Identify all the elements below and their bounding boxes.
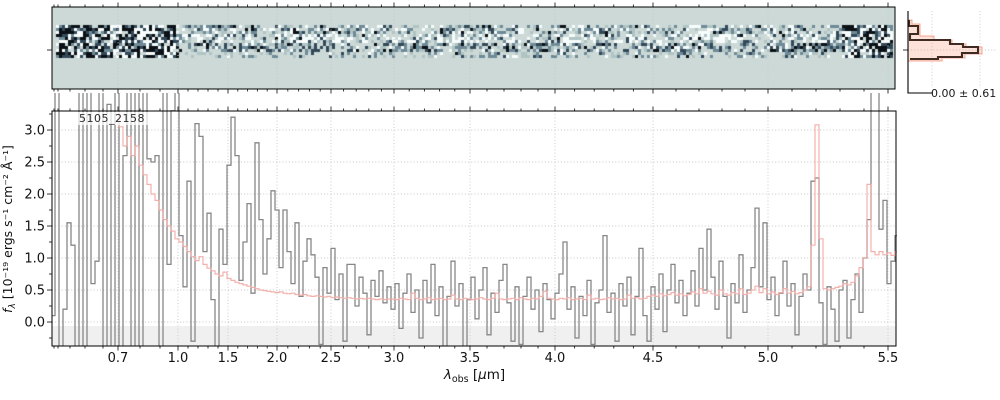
flux-series — [52, 93, 897, 346]
y-tick-label: 1.0 — [24, 252, 45, 267]
flux-step-line — [52, 93, 897, 346]
error-series — [114, 111, 897, 301]
x-tick-label: 3.0 — [384, 351, 405, 366]
gridlines — [52, 7, 996, 346]
lambda-subscript: obs — [451, 374, 469, 385]
y-tick-labels: 0.0 0.5 1.0 1.5 2.0 2.5 3.0 — [24, 124, 45, 331]
x-tick-label: 4.5 — [643, 351, 664, 366]
profile-line — [907, 20, 980, 61]
object-id-label: 5105_2158 — [76, 112, 148, 125]
profile-histogram — [907, 19, 983, 62]
x-axis-label: λobs [μm] — [443, 367, 506, 385]
y-tick-label: 0.5 — [24, 284, 45, 299]
panel-borders — [51, 6, 933, 347]
profile-stat-label: 0.00 ± 0.61 — [931, 87, 997, 100]
y-tick-label: 1.5 — [24, 220, 45, 235]
x-tick-label: 0.7 — [108, 351, 129, 366]
y-tick-label: 2.5 — [24, 156, 45, 171]
x-tick-label: 2.0 — [267, 351, 288, 366]
x-tick-label: 5.0 — [758, 351, 779, 366]
lambda-symbol: λ — [443, 367, 452, 383]
x-tick-label: 4.0 — [545, 351, 566, 366]
spectrum-2d-image — [52, 7, 895, 89]
error-step-line — [114, 111, 897, 301]
x-tick-label: 1.0 — [168, 351, 189, 366]
y-axis-label: fλ [10⁻¹⁹ ergs s⁻¹ cm⁻² Å⁻¹] — [0, 145, 18, 313]
y-tick-label: 3.0 — [24, 124, 45, 139]
x-tick-label: 5.5 — [878, 351, 899, 366]
x-tick-label: 3.5 — [460, 351, 481, 366]
negative-band — [52, 326, 896, 346]
x-tick-label: 2.5 — [321, 351, 342, 366]
y-tick-label: 2.0 — [24, 188, 45, 203]
y-tick-label: 0.0 — [24, 316, 45, 331]
x-tick-labels: 0.7 1.0 1.5 2.0 2.5 3.0 3.5 4.0 4.5 5.0 5.5 — [108, 351, 899, 366]
x-tick-label: 1.5 — [218, 351, 239, 366]
